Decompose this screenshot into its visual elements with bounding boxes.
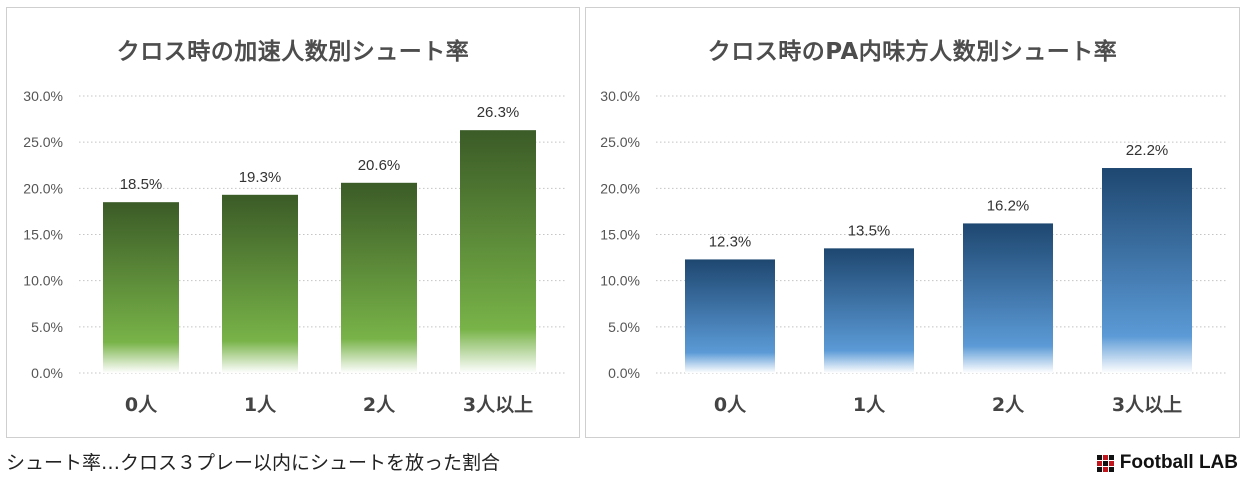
bar (824, 248, 914, 373)
x-category-label: 1人 (244, 394, 277, 416)
y-tick-label: 20.0% (600, 180, 640, 196)
bar (460, 130, 536, 373)
x-category-label: 3人以上 (463, 394, 533, 416)
bar-value-label: 20.6% (358, 157, 401, 174)
y-tick-label: 10.0% (23, 273, 63, 289)
y-tick-label: 0.0% (31, 365, 63, 381)
y-tick-label: 10.0% (600, 273, 640, 289)
x-category-label: 2人 (992, 394, 1025, 416)
bar-value-label: 13.5% (848, 222, 891, 239)
x-category-label: 3人以上 (1112, 394, 1182, 416)
x-category-label: 0人 (714, 394, 747, 416)
bar-chart-pa-teammates: 0.0% 5.0% 10.0% 15.0% 20.0% 25.0% 30.0% 12.3% 0人… (600, 88, 1226, 416)
y-tick-label: 30.0% (23, 88, 63, 104)
bar (341, 182, 417, 373)
chart-panel-acceleration: クロス時の加速人数別シュート率 0.0% 5.0% 10.0% 15.0% 20.0% 2… (6, 7, 580, 438)
y-tick-label: 5.0% (31, 319, 63, 335)
bar (685, 259, 775, 373)
y-tick-label: 25.0% (23, 134, 63, 150)
chart-panel-pa-teammates: クロス時のPA内味方人数別シュート率 0.0% 5.0% 10.0% 15.0% 20.… (585, 7, 1240, 438)
bar-value-label: 19.3% (239, 169, 282, 186)
bar (103, 202, 179, 373)
bar-value-label: 22.2% (1126, 142, 1169, 159)
y-tick-label: 15.0% (600, 227, 640, 243)
bar-value-label: 12.3% (709, 233, 752, 250)
y-tick-label: 20.0% (23, 180, 63, 196)
y-tick-label: 30.0% (600, 88, 640, 104)
chart-title: クロス時の加速人数別シュート率 (116, 39, 470, 65)
x-category-label: 2人 (363, 394, 396, 416)
x-category-label: 1人 (853, 394, 886, 416)
bar-chart-acceleration: 0.0% 5.0% 10.0% 15.0% 20.0% 25.0% 30.0% 18.5% 0人… (23, 88, 565, 416)
bar (1102, 168, 1192, 373)
y-tick-label: 0.0% (608, 365, 640, 381)
bar-value-label: 26.3% (477, 104, 520, 121)
brand-name: Football LAB (1119, 452, 1238, 473)
footnote: シュート率…クロス３プレー以内にシュートを放った割合 (6, 452, 501, 474)
bar (222, 194, 298, 373)
y-tick-label: 25.0% (600, 134, 640, 150)
y-tick-label: 15.0% (23, 227, 63, 243)
brand-logo: Football LAB (1096, 452, 1238, 474)
chart-title: クロス時のPA内味方人数別シュート率 (707, 39, 1118, 65)
bar (963, 223, 1053, 373)
bar-value-label: 16.2% (987, 197, 1030, 214)
bar-value-label: 18.5% (120, 176, 163, 193)
brand-grid-icon (1096, 454, 1114, 472)
x-category-label: 0人 (125, 394, 158, 416)
y-tick-label: 5.0% (608, 319, 640, 335)
